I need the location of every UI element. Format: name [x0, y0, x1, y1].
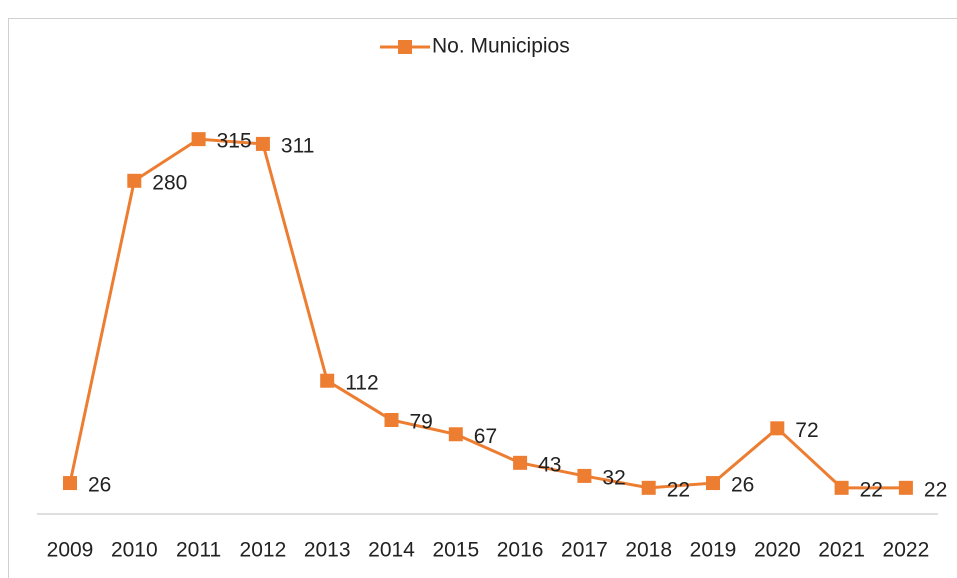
chart-border	[8, 18, 957, 578]
point-marker	[448, 427, 463, 442]
point-marker	[641, 480, 656, 495]
point-marker	[320, 373, 335, 388]
x-tick-label: 2018	[625, 539, 672, 562]
series-line	[68, 137, 906, 490]
data-label: 112	[345, 371, 378, 394]
data-label: 26	[88, 474, 111, 497]
data-label: 280	[152, 171, 187, 194]
point-marker	[513, 455, 528, 470]
point-marker	[255, 136, 270, 151]
x-tick-label: 2015	[432, 539, 479, 562]
x-tick-label: 2020	[754, 539, 801, 562]
x-tick-label: 2014	[368, 539, 415, 562]
x-tick-label: 2017	[561, 539, 608, 562]
point-marker	[770, 421, 785, 436]
data-label: 32	[602, 466, 625, 489]
x-tick-label: 2016	[497, 539, 544, 562]
x-tick-label: 2019	[690, 539, 737, 562]
data-label: 67	[474, 425, 497, 448]
data-label: 22	[667, 478, 690, 501]
data-label: 22	[860, 478, 883, 501]
data-label: 79	[410, 411, 433, 434]
point-marker	[63, 476, 77, 491]
x-tick-label: 2011	[176, 539, 221, 562]
x-tick-label: 2013	[304, 539, 351, 562]
data-label: 72	[795, 419, 818, 442]
legend-marker	[398, 40, 412, 54]
data-label: 43	[538, 453, 561, 476]
x-tick-label: 2021	[818, 539, 865, 562]
point-marker	[127, 173, 142, 188]
x-tick-label: 2009	[47, 539, 94, 562]
point-marker	[898, 480, 913, 495]
data-label: 315	[217, 130, 252, 153]
legend-label: No. Municipios	[432, 35, 570, 58]
point-marker	[834, 480, 849, 495]
point-marker	[706, 476, 720, 491]
x-tick-label: 2010	[111, 539, 158, 562]
data-label: 22	[924, 478, 947, 501]
data-label: 311	[281, 134, 314, 157]
x-tick-label: 2022	[883, 539, 930, 562]
point-marker	[384, 412, 399, 427]
data-label: 26	[731, 474, 754, 497]
x-tick-label: 2012	[240, 539, 287, 562]
point-marker	[191, 132, 206, 147]
point-marker	[577, 468, 592, 483]
